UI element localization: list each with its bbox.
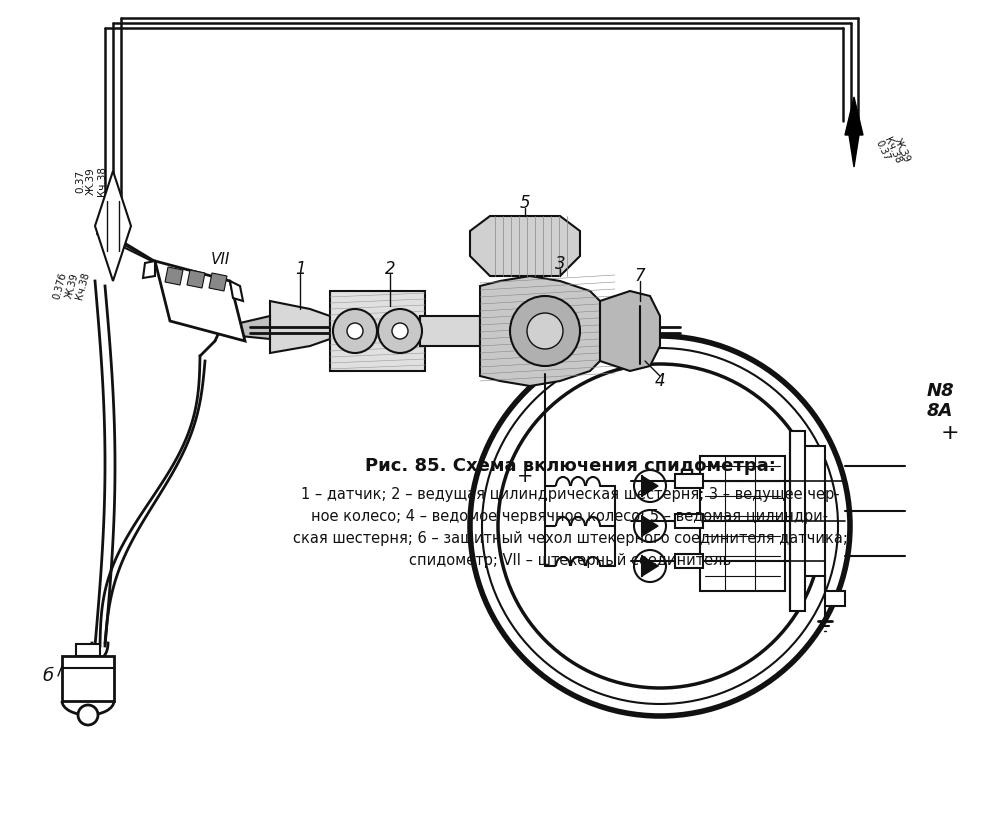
Text: Ж.39: Ж.39 (892, 136, 912, 163)
Bar (62, 656, 114, 701)
Text: Кч.38: Кч.38 (97, 166, 107, 196)
Circle shape (527, 313, 563, 349)
Text: Кч.38: Кч.38 (75, 271, 91, 300)
Text: 1: 1 (295, 260, 305, 278)
Polygon shape (155, 261, 245, 341)
Polygon shape (790, 431, 845, 611)
Bar (420, 316, 480, 346)
Text: Кч.38: Кч.38 (882, 135, 903, 165)
Polygon shape (95, 171, 131, 281)
Text: 8A: 8A (927, 402, 953, 420)
Circle shape (634, 550, 666, 582)
Polygon shape (240, 316, 270, 339)
Bar (675, 474, 703, 488)
Polygon shape (642, 556, 658, 576)
Circle shape (378, 309, 422, 353)
Text: 0.37б: 0.37б (52, 272, 68, 300)
Circle shape (510, 296, 580, 366)
Text: спидометр; VII – штекерный соединитель: спидометр; VII – штекерный соединитель (409, 553, 731, 567)
Bar (76, 644, 100, 656)
Text: Рис. 85. Схема включения спидометра:: Рис. 85. Схема включения спидометра: (365, 457, 775, 475)
Bar (330, 291, 425, 371)
Text: ное колесо; 4 – ведомое червячное колесо; 5 – ведомая цилиндри-: ное колесо; 4 – ведомое червячное колесо… (311, 508, 829, 524)
Polygon shape (230, 281, 243, 301)
Circle shape (333, 309, 377, 353)
Circle shape (634, 510, 666, 542)
Polygon shape (480, 276, 615, 386)
Circle shape (78, 705, 98, 725)
Circle shape (347, 323, 363, 339)
Text: б: б (42, 667, 54, 685)
Bar (700, 456, 785, 591)
Circle shape (392, 323, 408, 339)
Text: 1 – датчик; 2 – ведущая цилиндрическая шестерня; 3 – ведущее чер-: 1 – датчик; 2 – ведущая цилиндрическая ш… (301, 487, 839, 502)
Text: VII: VII (210, 251, 230, 267)
Text: N8: N8 (926, 382, 954, 400)
Polygon shape (143, 261, 155, 278)
Polygon shape (642, 476, 658, 496)
Text: 7: 7 (635, 267, 645, 285)
Text: Ж.39: Ж.39 (86, 167, 96, 195)
Polygon shape (845, 97, 863, 167)
Text: 3: 3 (555, 255, 565, 273)
Text: +: + (517, 466, 533, 485)
Text: +: + (941, 423, 959, 443)
Text: 4: 4 (655, 372, 665, 390)
Text: 0.37: 0.37 (874, 138, 892, 162)
Polygon shape (270, 301, 330, 353)
Polygon shape (642, 516, 658, 536)
Circle shape (634, 470, 666, 502)
Bar (675, 514, 703, 528)
Polygon shape (209, 273, 227, 291)
Text: 2: 2 (385, 260, 395, 278)
Text: 0.37: 0.37 (75, 169, 85, 193)
Circle shape (470, 336, 850, 716)
Polygon shape (600, 291, 660, 371)
Polygon shape (165, 267, 183, 285)
Polygon shape (470, 216, 580, 276)
Text: 5: 5 (520, 194, 530, 212)
Text: ская шестерня; 6 – защитный чехол штекерного соединителя датчика;: ская шестерня; 6 – защитный чехол штекер… (293, 530, 847, 545)
Polygon shape (220, 323, 240, 336)
Bar (675, 554, 703, 568)
Polygon shape (187, 270, 205, 288)
Text: Ж.39: Ж.39 (64, 273, 80, 300)
